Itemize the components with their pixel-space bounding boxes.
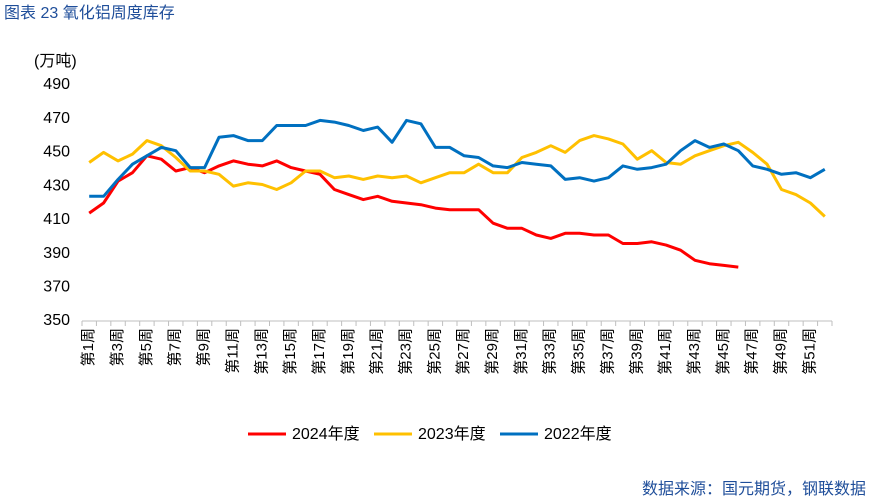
series-line	[88, 134, 826, 218]
x-tick-label: 第23周	[396, 328, 414, 375]
x-tick-label: 第35周	[570, 328, 588, 375]
x-tick-label: 第13周	[252, 328, 270, 375]
legend-label: 2023年度	[418, 425, 486, 443]
x-tick-label: 第3周	[108, 328, 126, 366]
legend-label: 2024年度	[292, 425, 360, 443]
x-tick-label: 第39周	[627, 328, 645, 375]
y-tick-label: 390	[43, 245, 70, 262]
x-tick-label: 第9周	[195, 328, 213, 366]
x-tick-label: 第5周	[137, 328, 155, 366]
x-tick-label: 第7周	[166, 328, 184, 366]
x-tick-label: 第11周	[223, 328, 241, 374]
x-tick-label: 第1周	[79, 328, 97, 366]
x-tick-label: 第49周	[771, 328, 789, 375]
x-tick-label: 第29周	[483, 328, 501, 375]
x-tick-label: 第27周	[454, 328, 472, 375]
y-tick-label: 430	[43, 177, 70, 194]
x-tick-label: 第17周	[310, 328, 328, 375]
x-tick-label: 第47周	[743, 328, 761, 375]
x-tick-label: 第33周	[541, 328, 559, 375]
y-axis-label: (万吨)	[34, 52, 77, 70]
x-tick-label: 第43周	[685, 328, 703, 375]
x-tick-label: 第21周	[368, 328, 386, 375]
y-tick-label: 410	[43, 211, 70, 228]
y-tick-label: 470	[43, 110, 70, 127]
x-tick-label: 第25周	[425, 328, 443, 375]
series-line	[89, 118, 826, 198]
y-tick-label: 450	[43, 144, 70, 161]
x-tick-label: 第45周	[714, 328, 732, 375]
x-tick-label: 第51周	[800, 328, 818, 375]
source-note: 数据来源：国元期货，钢联数据	[642, 480, 866, 498]
y-tick-label: 490	[43, 76, 70, 93]
x-tick-label: 第15周	[281, 328, 299, 375]
x-tick-label: 第37周	[598, 328, 616, 375]
series-line	[88, 154, 739, 269]
legend-label: 2022年度	[544, 425, 612, 443]
y-tick-label: 350	[43, 312, 70, 329]
x-tick-label: 第41周	[656, 328, 674, 375]
y-tick-label: 370	[43, 279, 70, 296]
x-tick-label: 第31周	[512, 328, 530, 375]
chart-title: 图表 23 氧化铝周度库存	[4, 4, 175, 22]
x-tick-label: 第19周	[339, 328, 357, 375]
